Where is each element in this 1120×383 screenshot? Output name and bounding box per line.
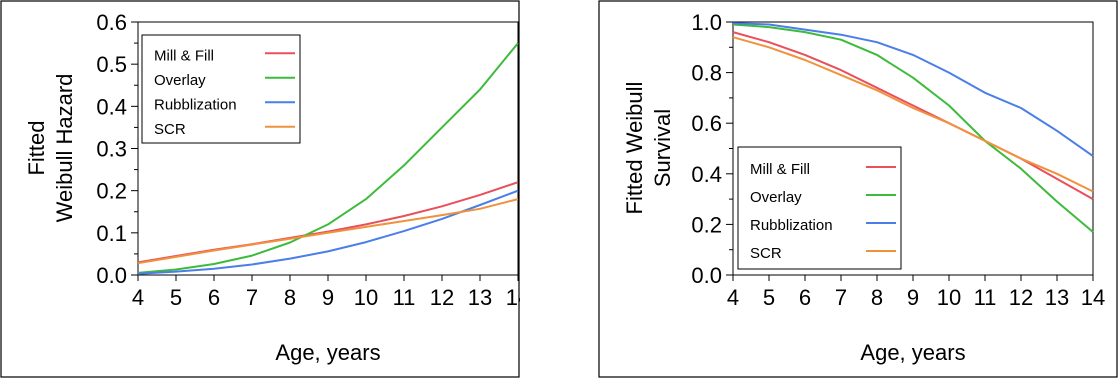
x-axis-label: Age, years <box>860 340 965 365</box>
y-axis-label-line: Fitted Weibull <box>622 82 647 215</box>
y-tick-label: 0.1 <box>96 221 127 246</box>
x-axis-label: Age, years <box>275 340 380 365</box>
y-tick-label: 0.0 <box>96 263 127 288</box>
legend-label: Mill & Fill <box>154 47 214 64</box>
chart-frame <box>0 0 520 378</box>
x-tick-label: 12 <box>1009 285 1033 310</box>
x-tick-label: 10 <box>937 285 961 310</box>
x-tick-label: 13 <box>468 285 492 310</box>
legend-label: SCR <box>750 245 782 262</box>
x-tick-label: 7 <box>246 285 258 310</box>
series-line-overlay <box>137 42 519 274</box>
survival-chart-panel: 0.0 0.2 0.4 0.6 0.8 1.0 4 5 6 7 8 9 10 11 12 13 14 Age, y… <box>598 0 1118 378</box>
hazard-chart: 0.0 0.1 0.2 0.3 0.4 0.5 0.6 4 5 6 7 8 9 10 11 12 13 14 Age… <box>0 0 530 378</box>
x-tick-label: 12 <box>430 285 454 310</box>
x-tick-label: 5 <box>763 285 775 310</box>
x-tick-label: 13 <box>1045 285 1069 310</box>
hazard-chart-panel: 0.0 0.1 0.2 0.3 0.4 0.5 0.6 4 5 6 7 8 9 10 11 12 13 14 Age… <box>0 0 530 378</box>
y-tick-label: 0.4 <box>96 94 127 119</box>
y-tick-label: 0.6 <box>96 10 127 35</box>
x-tick-label: 6 <box>208 285 220 310</box>
x-tick-label: 4 <box>727 285 739 310</box>
series-line-mill-fill <box>732 31 1094 200</box>
legend-label: Mill & Fill <box>750 161 810 178</box>
y-axis-label-line: Weibull Hazard <box>52 74 77 223</box>
legend-label: Rubblization <box>154 96 237 113</box>
y-tick-label: 0.2 <box>691 212 722 237</box>
x-tick-label: 8 <box>284 285 296 310</box>
x-tick-label: 8 <box>871 285 883 310</box>
series-line-mill-fill <box>137 181 519 264</box>
legend-label: Overlay <box>154 72 206 89</box>
legend-label: Rubblization <box>750 217 833 234</box>
y-tick-label: 0.5 <box>96 52 127 77</box>
y-axis-label-line: Survival <box>650 109 675 187</box>
y-tick-label: 0.3 <box>96 137 127 162</box>
x-tick-label: 14 <box>1081 285 1105 310</box>
x-tick-label: 5 <box>170 285 182 310</box>
y-tick-label: 0.6 <box>691 111 722 136</box>
x-tick-label: 9 <box>907 285 919 310</box>
x-tick-label: 7 <box>835 285 847 310</box>
series-line-rubblization <box>732 22 1094 157</box>
y-tick-label: 1.0 <box>691 10 722 35</box>
y-tick-label: 0.8 <box>691 61 722 86</box>
series-line-rubblization <box>137 189 519 275</box>
y-tick-label: 0.4 <box>691 162 722 187</box>
y-axis-label: Fitted Weibull Hazard <box>24 74 77 223</box>
y-axis-label-line: Fitted <box>24 120 49 175</box>
x-tick-label: 9 <box>322 285 334 310</box>
x-tick-label: 4 <box>132 285 144 310</box>
x-tick-label: 10 <box>354 285 378 310</box>
chart-frame <box>598 0 1118 378</box>
legend-label: Overlay <box>750 189 802 206</box>
x-tick-label: 6 <box>799 285 811 310</box>
y-tick-label: 0.0 <box>691 263 722 288</box>
survival-chart: 0.0 0.2 0.4 0.6 0.8 1.0 4 5 6 7 8 9 10 11 12 13 14 Age, y… <box>598 0 1118 378</box>
series-line-scr <box>137 198 519 265</box>
series-line-scr <box>732 36 1094 193</box>
x-tick-label: 14 <box>506 285 520 310</box>
y-axis-label: Fitted Weibull Survival <box>622 82 675 215</box>
y-tick-label: 0.2 <box>96 179 127 204</box>
x-tick-label: 11 <box>974 285 997 310</box>
legend-label: SCR <box>154 121 186 138</box>
x-tick-label: 11 <box>393 285 416 310</box>
series-line-overlay <box>732 23 1094 233</box>
